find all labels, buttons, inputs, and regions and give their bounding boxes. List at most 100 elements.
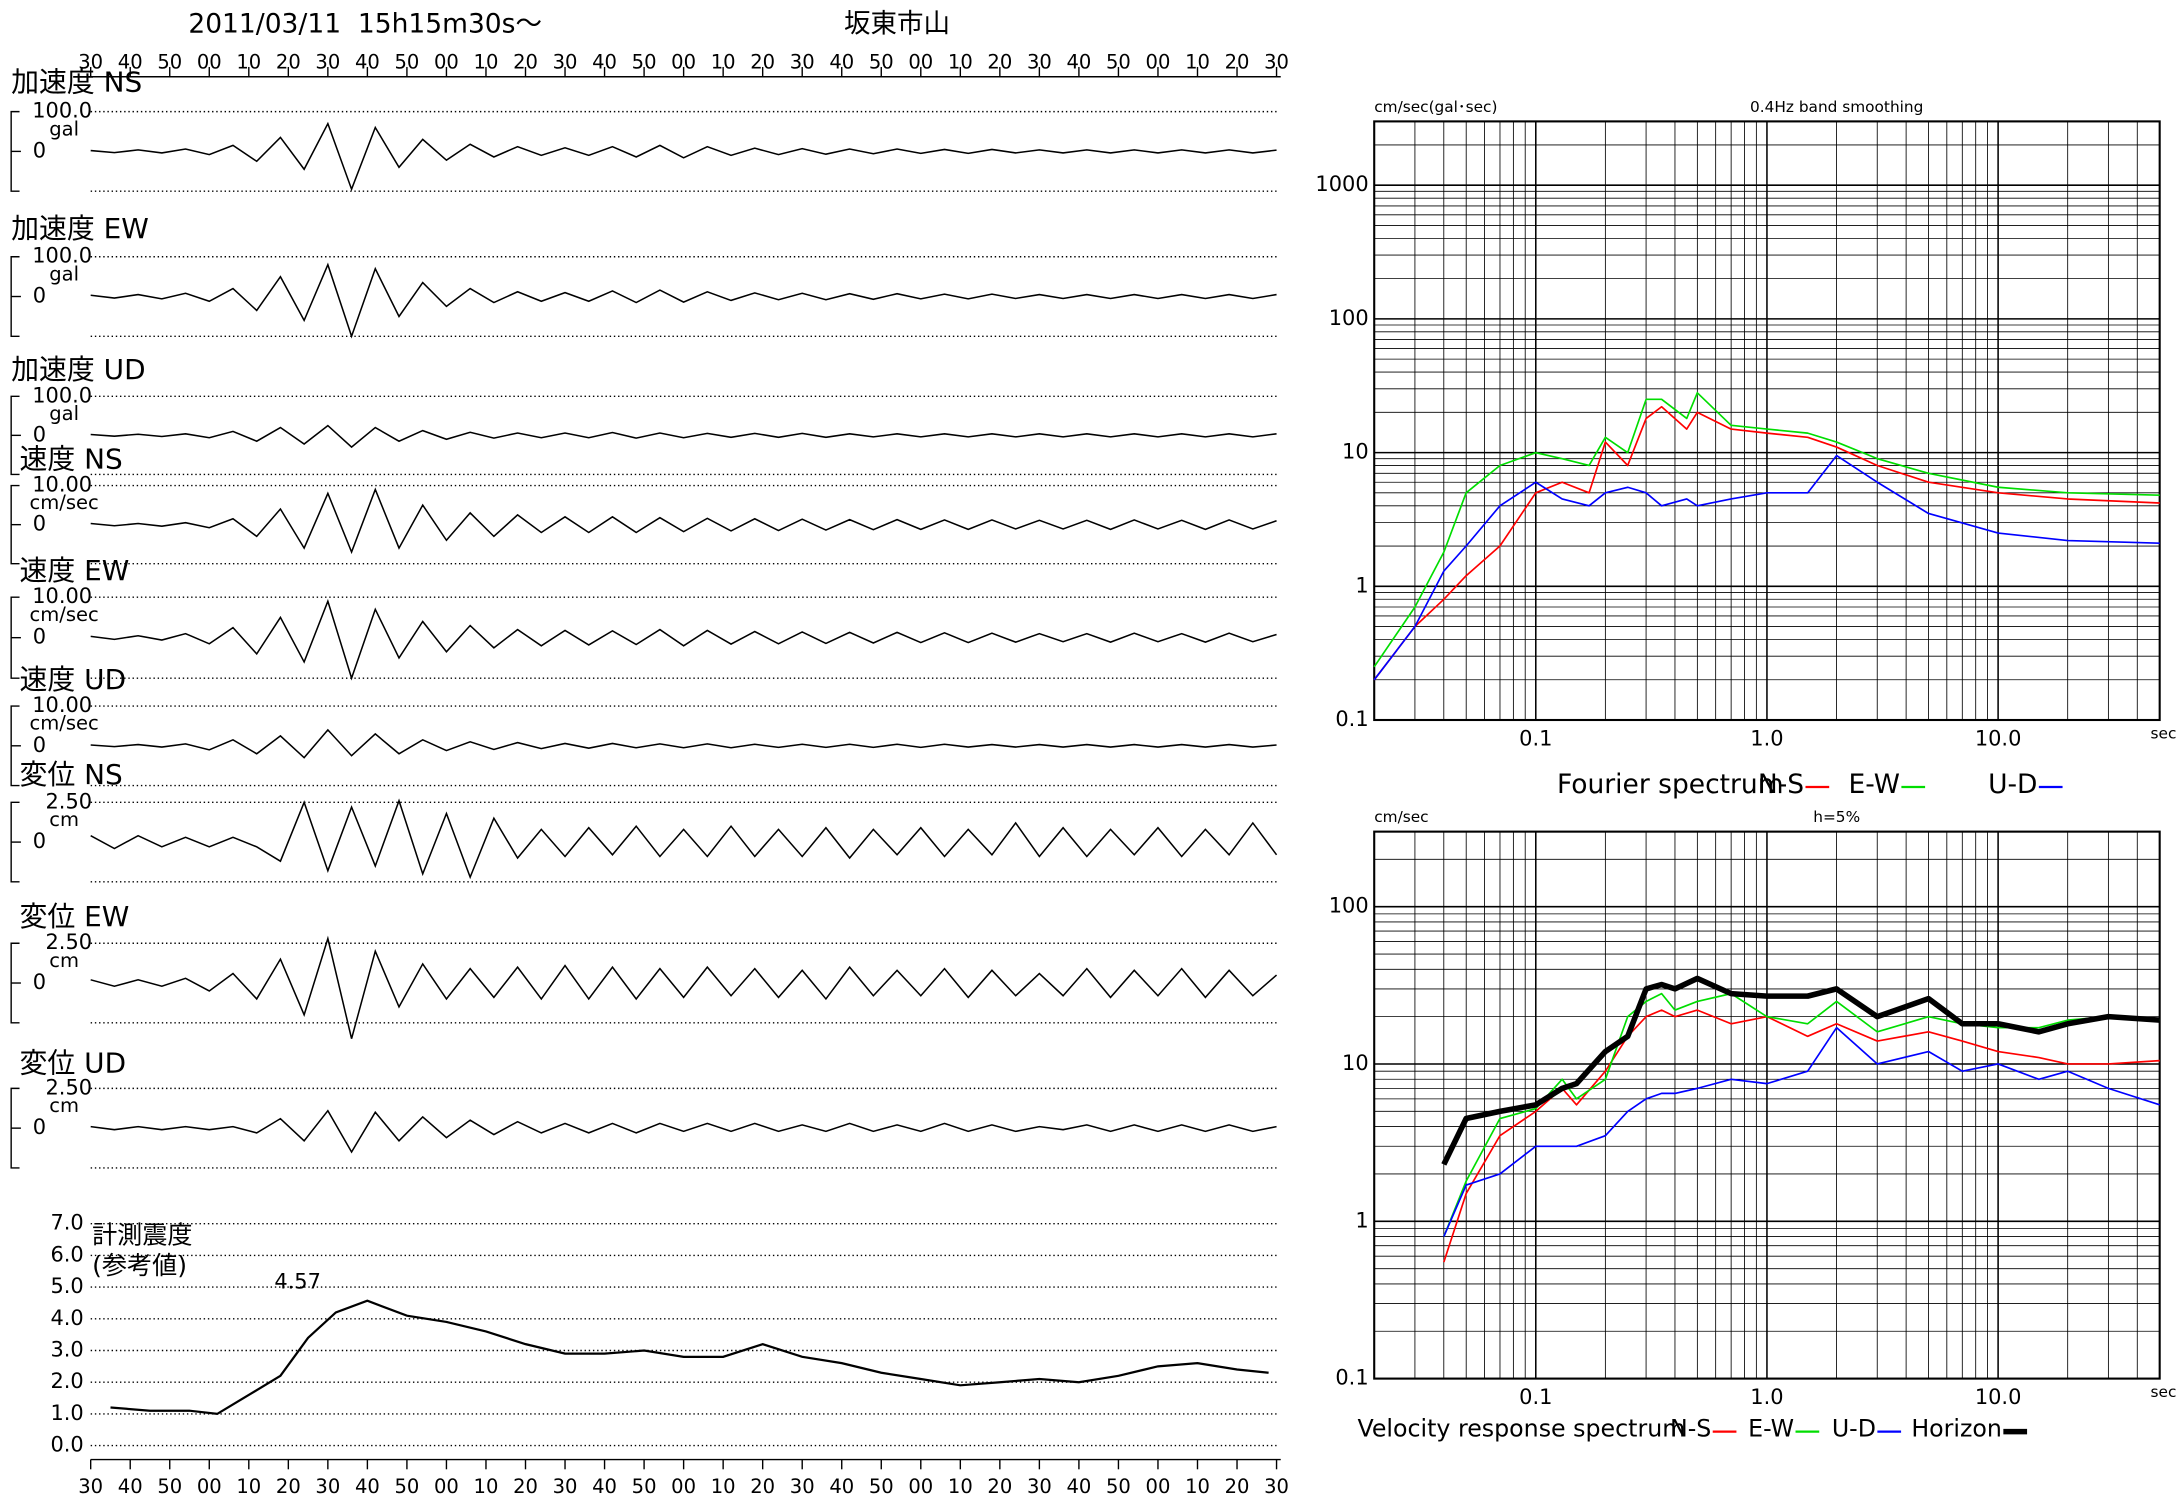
x-tick-label: 20 (987, 1475, 1012, 1498)
y-unit: cm/sec (30, 712, 99, 735)
y-tick-label: 1 (1355, 1208, 1368, 1232)
x-tick-label: 0.1 (1519, 727, 1552, 751)
spectrum-line (1443, 1026, 2160, 1237)
y-tick-label: 10 (1342, 440, 1369, 464)
station-name: 坂東市山 (844, 9, 950, 40)
y-unit: cm/sec (30, 603, 99, 626)
x-tick-label: 10.0 (1975, 727, 2022, 751)
x-tick-label: 40 (118, 50, 143, 73)
legend-label: U-D (1988, 769, 2037, 800)
x-tick-label: 10 (236, 1475, 261, 1498)
x-tick-label: 50 (394, 50, 419, 73)
x-tick-label: 40 (592, 50, 617, 73)
x-tick-label: 10 (948, 50, 973, 73)
y-tick-label: 0 (33, 625, 46, 649)
trace-title: 変位 NS (20, 758, 123, 791)
x-tick-label: 10 (948, 1475, 973, 1498)
y-tick-label: 100 (1329, 306, 1369, 330)
x-tick-label: 1.0 (1750, 727, 1783, 751)
legend-label: Horizon (1911, 1415, 2002, 1443)
intensity-subtitle: (参考値) (92, 1251, 187, 1280)
legend-label: E-W (1748, 1415, 1794, 1443)
y-tick-label: 100.0 (32, 244, 92, 268)
x-tick-label: 30 (315, 50, 340, 73)
y-tick-label: 0 (33, 138, 46, 162)
x-tick-label: 30 (1264, 50, 1289, 73)
x-tick-label: 00 (908, 1475, 933, 1498)
y-tick-label: 100.0 (32, 383, 92, 407)
x-tick-label: 00 (197, 1475, 222, 1498)
y-tick-label: 10.00 (32, 473, 92, 497)
x-tick-label: 40 (829, 1475, 854, 1498)
chart-title: Velocity response spectrum (1357, 1415, 1685, 1443)
x-tick-label: 30 (553, 50, 578, 73)
legend-label: N-S (1758, 769, 1804, 800)
x-tick-label: 30 (790, 1475, 815, 1498)
trace-title: 速度 UD (20, 663, 127, 696)
chart-subtitle: h=5% (1813, 808, 1860, 826)
y-tick-label: 0 (33, 284, 46, 308)
x-unit: sec (2151, 724, 2177, 742)
intensity-title: 計測震度 (92, 1220, 192, 1249)
y-tick-label: 100 (1329, 894, 1369, 918)
y-tick-label: 1000 (1315, 172, 1368, 196)
record-date: 2011/03/11 15h15m30s～ (188, 9, 542, 40)
waveform (90, 598, 1277, 681)
trace-title: 加速度 EW (11, 212, 149, 245)
y-tick-label: 3.0 (50, 1337, 83, 1361)
x-tick-label: 20 (1225, 1475, 1250, 1498)
peak-label: 4.57 (274, 1270, 321, 1294)
x-tick-label: 50 (157, 1475, 182, 1498)
x-tick-label: 40 (829, 50, 854, 73)
y-tick-label: 4.0 (50, 1306, 83, 1330)
chart-subtitle: 0.4Hz band smoothing (1750, 98, 1923, 116)
y-tick-label: 1.0 (50, 1401, 83, 1425)
x-tick-label: 50 (869, 1475, 894, 1498)
y-unit: cm (49, 1094, 79, 1117)
x-tick-label: 30 (1264, 1475, 1289, 1498)
x-tick-label: 20 (1225, 50, 1250, 73)
y-tick-label: 10.00 (32, 693, 92, 717)
trace-title: 加速度 NS (11, 66, 142, 99)
spectrum-line (1373, 405, 2160, 681)
y-unit: cm (49, 949, 79, 972)
y-tick-label: 5.0 (50, 1274, 83, 1298)
y-unit: cm/sec(gal･sec) (1374, 98, 1497, 116)
x-tick-label: 00 (434, 1475, 459, 1498)
x-tick-label: 30 (790, 50, 815, 73)
x-tick-label: 30 (1027, 1475, 1052, 1498)
waveform (90, 798, 1278, 880)
y-unit: cm (49, 808, 79, 831)
x-tick-label: 30 (553, 1475, 578, 1498)
x-tick-label: 10 (474, 1475, 499, 1498)
waveform (90, 262, 1277, 339)
x-unit: sec (2151, 1383, 2177, 1401)
y-unit: gal (49, 402, 79, 425)
x-tick-label: 40 (592, 1475, 617, 1498)
spectrum-line (1441, 975, 2160, 1166)
x-tick-label: 50 (632, 1475, 657, 1498)
x-tick-label: 00 (671, 50, 696, 73)
x-tick-label: 20 (987, 50, 1012, 73)
y-unit: gal (49, 262, 79, 285)
x-tick-label: 40 (355, 1475, 380, 1498)
y-tick-label: 6.0 (50, 1242, 83, 1266)
x-tick-label: 20 (750, 1475, 775, 1498)
y-tick-label: 1 (1355, 573, 1368, 597)
x-tick-label: 0.1 (1519, 1385, 1552, 1409)
x-tick-label: 20 (513, 1475, 538, 1498)
y-unit: gal (49, 117, 79, 140)
x-tick-label: 30 (1027, 50, 1052, 73)
x-tick-label: 20 (750, 50, 775, 73)
x-tick-label: 00 (671, 1475, 696, 1498)
spectrum-line (1373, 391, 2160, 668)
waveform (90, 121, 1277, 192)
trace-title: 速度 EW (20, 554, 130, 587)
x-tick-label: 20 (276, 1475, 301, 1498)
y-tick-label: 100.0 (32, 99, 92, 123)
y-tick-label: 0 (33, 733, 46, 757)
x-tick-label: 00 (197, 50, 222, 73)
trace-title: 変位 EW (20, 900, 130, 933)
y-tick-label: 0 (33, 512, 46, 536)
